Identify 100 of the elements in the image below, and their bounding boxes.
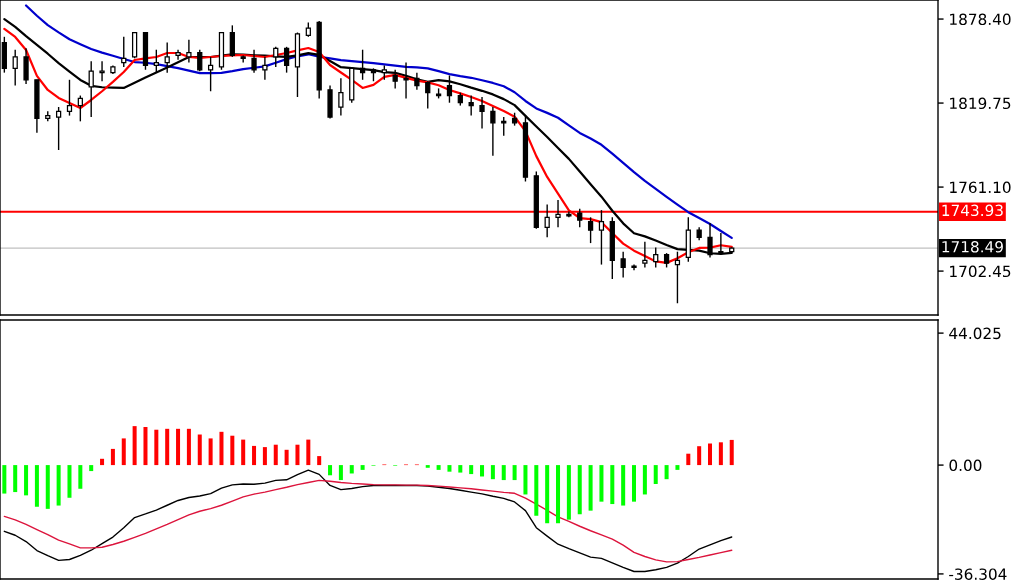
- bar: [621, 465, 626, 506]
- bar: [100, 458, 105, 466]
- bar: [241, 439, 246, 466]
- bar: [490, 465, 495, 480]
- bar: [566, 465, 571, 520]
- bar: [718, 442, 723, 466]
- y-tick-label: 1702.45: [950, 265, 1011, 278]
- bar: [501, 465, 506, 481]
- candlestick: [544, 203, 550, 239]
- bar: [219, 431, 224, 466]
- bar: [642, 465, 647, 495]
- candlestick: [153, 49, 159, 74]
- candlestick: [186, 38, 192, 64]
- bar: [78, 465, 83, 489]
- bar: [328, 465, 333, 476]
- y-tick-label: 0.00: [949, 459, 982, 472]
- bar: [523, 465, 528, 495]
- bar: [143, 427, 148, 466]
- bar: [349, 465, 354, 474]
- bar: [458, 465, 463, 473]
- ref-line-label: 1718.49: [942, 240, 1003, 253]
- candlestick: [620, 250, 626, 279]
- bar: [534, 465, 539, 516]
- bar: [197, 434, 202, 466]
- y-tick-label: 1761.10: [950, 181, 1011, 194]
- bar: [664, 465, 669, 480]
- candlestick: [262, 56, 268, 81]
- bar: [186, 428, 191, 466]
- candlestick: [55, 106, 62, 151]
- bar: [121, 438, 126, 466]
- candlestick: [555, 199, 561, 229]
- candlestick: [66, 79, 73, 117]
- candlestick: [229, 24, 235, 58]
- candlestick: [23, 47, 29, 85]
- bar: [34, 465, 39, 507]
- bar: [425, 465, 430, 468]
- candlestick: [653, 246, 659, 269]
- candlestick: [12, 49, 18, 87]
- candlestick: [490, 106, 496, 157]
- line-series: [3, 469, 733, 573]
- bar: [545, 465, 550, 524]
- y-tick-label: 44.025: [949, 327, 1001, 340]
- bar: [132, 426, 137, 466]
- bar: [2, 465, 7, 494]
- bar: [67, 465, 72, 498]
- bar: [252, 445, 257, 466]
- bar: [338, 465, 343, 481]
- bar: [729, 439, 734, 466]
- candlestick: [99, 60, 105, 82]
- y-tick-label: 1878.40: [950, 13, 1011, 26]
- bar: [262, 447, 267, 466]
- bar: [45, 465, 50, 509]
- bar: [154, 429, 159, 466]
- bar: [577, 465, 582, 515]
- bar: [208, 438, 213, 466]
- bar: [295, 444, 300, 466]
- candlestick: [273, 46, 279, 68]
- candlestick: [642, 240, 648, 269]
- candlestick: [598, 209, 605, 266]
- bar: [469, 465, 474, 475]
- bar: [675, 465, 680, 470]
- candlestick: [468, 94, 474, 117]
- bar: [653, 465, 658, 484]
- bar: [24, 465, 29, 496]
- bar: [610, 465, 615, 505]
- bar: [588, 465, 593, 511]
- bar: [284, 449, 289, 466]
- bar: [360, 465, 365, 470]
- bar: [56, 465, 61, 506]
- bar: [230, 435, 235, 466]
- candlestick: [283, 46, 290, 74]
- bar: [708, 443, 713, 466]
- candlestick: [197, 49, 203, 72]
- y-tick-label: 1819.75: [950, 97, 1011, 110]
- line-series: [3, 479, 733, 563]
- bar: [273, 444, 278, 466]
- candlestick: [479, 96, 485, 130]
- bar: [13, 465, 18, 493]
- bar: [176, 428, 181, 466]
- candlestick: [587, 216, 594, 244]
- candlestick: [77, 94, 83, 123]
- bar: [110, 448, 115, 466]
- candlestick: [88, 60, 94, 118]
- candlestick: [164, 41, 170, 74]
- ref-line-label: 1743.93: [942, 204, 1003, 217]
- bar: [599, 465, 604, 502]
- bar: [697, 446, 702, 466]
- candlestick: [251, 49, 257, 74]
- bar: [317, 456, 322, 466]
- candlestick: [338, 77, 344, 117]
- candlestick: [446, 74, 453, 104]
- bar: [512, 465, 517, 481]
- bar: [632, 465, 637, 502]
- candlestick: [577, 208, 583, 229]
- candlestick: [392, 69, 398, 90]
- bar: [165, 428, 170, 466]
- bar: [306, 439, 311, 466]
- bar: [89, 465, 94, 472]
- y-tick-label: -36.304: [949, 568, 1007, 580]
- bar: [480, 465, 485, 477]
